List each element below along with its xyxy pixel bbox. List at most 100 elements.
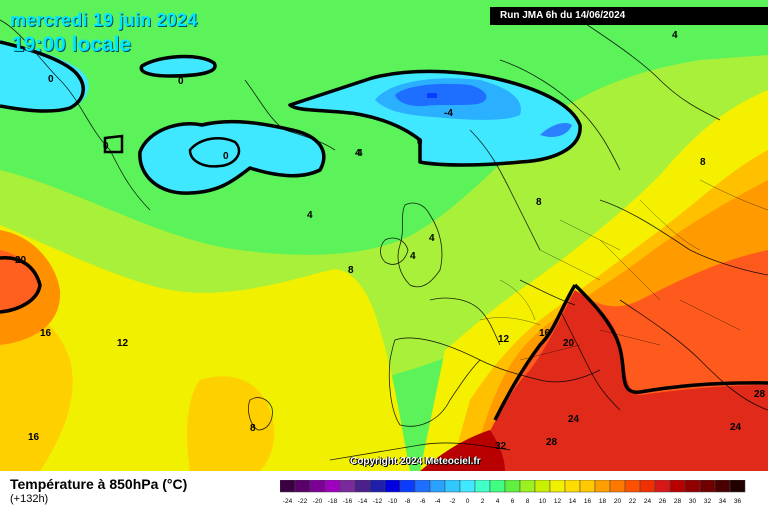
color-scale-swatch [654, 480, 671, 493]
color-scale-tick-label: -18 [328, 498, 338, 505]
color-scale-tick-label: -20 [313, 498, 323, 505]
forecast-date: mercredi 19 juin 2024 [10, 10, 198, 30]
color-scale-tick-label: 12 [554, 498, 562, 505]
color-scale: -24 -22 -20 -18 -16 -14 -12 -10 -8 -6 -4 -2 0 2 4 6 8 10 1… [280, 480, 746, 505]
isotherm-label: 20 [563, 338, 575, 349]
color-scale-swatch [669, 480, 686, 493]
color-scale-swatch [699, 480, 716, 493]
isotherm-label: 16 [28, 432, 40, 443]
forecast-time: 19:00 locale [12, 33, 132, 56]
color-scale-swatch [594, 480, 611, 493]
color-scale-swatch [399, 480, 416, 493]
isotherm-label: 8 [348, 265, 354, 276]
color-scale-swatch [504, 480, 521, 493]
isotherm-label: -4 [444, 108, 453, 119]
color-scale-tick-label: 16 [584, 498, 592, 505]
isotherm-label: 32 [495, 441, 507, 452]
isotherm-label: 12 [498, 334, 510, 345]
isotherm-label: 20 [15, 255, 27, 266]
legend-panel: Température à 850hPa (°C) (+132h) -24 -22… [0, 471, 768, 512]
color-scale-tick-label: 6 [511, 498, 515, 505]
color-scale-swatch [459, 480, 476, 493]
temperature-zone-minus4 [395, 83, 487, 107]
isotherm-label: 0 [178, 76, 184, 87]
color-scale-swatch [280, 480, 296, 493]
copyright-notice: Copyright 2024 Meteociel.fr [350, 456, 481, 467]
color-scale-tick-label: -10 [388, 498, 398, 505]
forecast-lead-time: (+132h) [10, 493, 49, 505]
color-scale-tick-label: 0 [466, 498, 470, 505]
temperature-zone-12-west [0, 225, 410, 471]
color-scale-tick-label: 10 [539, 498, 547, 505]
color-scale-swatch [294, 480, 311, 493]
color-scale-swatch [444, 480, 461, 493]
isotherm-lines-bold [0, 40, 768, 421]
color-scale-swatch [534, 480, 551, 493]
color-scale-tick-label: -4 [435, 498, 441, 505]
temperature-zone-0-west [0, 40, 89, 113]
isotherm-label: 0 [417, 137, 423, 148]
color-scale-swatch [639, 480, 656, 493]
color-scale-tick-label: -12 [373, 498, 383, 505]
isotherm-label: 28 [754, 389, 766, 400]
temperature-zone-32 [420, 430, 505, 471]
color-scale-tick-label: 14 [569, 498, 577, 505]
color-scale-tick-label: -16 [343, 498, 353, 505]
color-scale-tick-label: -6 [420, 498, 426, 505]
temperature-zone-minus2-east [540, 123, 572, 137]
isotherm-label: 8 [250, 423, 256, 434]
color-scale-swatch [579, 480, 596, 493]
color-scale-swatch [729, 480, 746, 493]
color-scale-swatch [474, 480, 491, 493]
temperature-zone-14-west [0, 300, 73, 471]
isotherm-label: 28 [546, 437, 558, 448]
isotherm-label: 12 [117, 338, 129, 349]
isotherm-label: 4 [357, 148, 363, 159]
color-scale-tick-label: 22 [629, 498, 637, 505]
isotherm-label: 4 [355, 148, 361, 159]
temperature-zone-14-south [187, 376, 275, 471]
color-scale-swatch [684, 480, 701, 493]
isotherm-label: 4 [429, 233, 435, 244]
isotherm-label: 8 [536, 197, 542, 208]
temperature-zone-28 [470, 290, 768, 471]
color-scale-tick-label: 32 [704, 498, 712, 505]
model-run-banner: Run JMA 6h du 14/06/2024 [490, 7, 768, 25]
isotherm-label: 4 [307, 210, 313, 221]
isotherm-label: 24 [730, 422, 742, 433]
color-scale-swatch [609, 480, 626, 493]
color-scale-tick-label: 36 [734, 498, 742, 505]
color-scale-tick-label: 18 [599, 498, 607, 505]
isotherm-label: 0 [48, 74, 54, 85]
isotherm-label: 16 [539, 328, 551, 339]
isotherm-label: 0 [103, 141, 109, 152]
color-scale-tick-label: -24 [283, 498, 293, 505]
color-scale-tick-label: 8 [526, 498, 530, 505]
color-scale-swatch [414, 480, 431, 493]
color-scale-swatch [354, 480, 371, 493]
color-scale-tick-label: 24 [644, 498, 652, 505]
variable-title: Température à 850hPa (°C) [10, 476, 188, 492]
color-scale-tick-label: 20 [614, 498, 622, 505]
color-scale-tick-label: -8 [405, 498, 411, 505]
color-scale-tick-label: -14 [358, 498, 368, 505]
isotherm-label: 0 [223, 151, 229, 162]
color-scale-tick-label: -22 [298, 498, 308, 505]
color-scale-tick-label: 34 [719, 498, 727, 505]
color-scale-swatch [309, 480, 326, 493]
color-scale-tick-label: 2 [481, 498, 485, 505]
color-scale-tick-label: 30 [689, 498, 697, 505]
isotherm-label: 16 [40, 328, 52, 339]
small-isotherm-rings [103, 134, 241, 168]
color-scale-swatch [339, 480, 356, 493]
color-scale-swatch [369, 480, 386, 493]
color-scale-tick-label: 4 [496, 498, 500, 505]
color-scale-swatch [489, 480, 506, 493]
color-scale-swatch [564, 480, 581, 493]
color-scale-tick-label: 28 [674, 498, 682, 505]
color-scale-swatch [384, 480, 401, 493]
country-borders [479, 179, 768, 361]
